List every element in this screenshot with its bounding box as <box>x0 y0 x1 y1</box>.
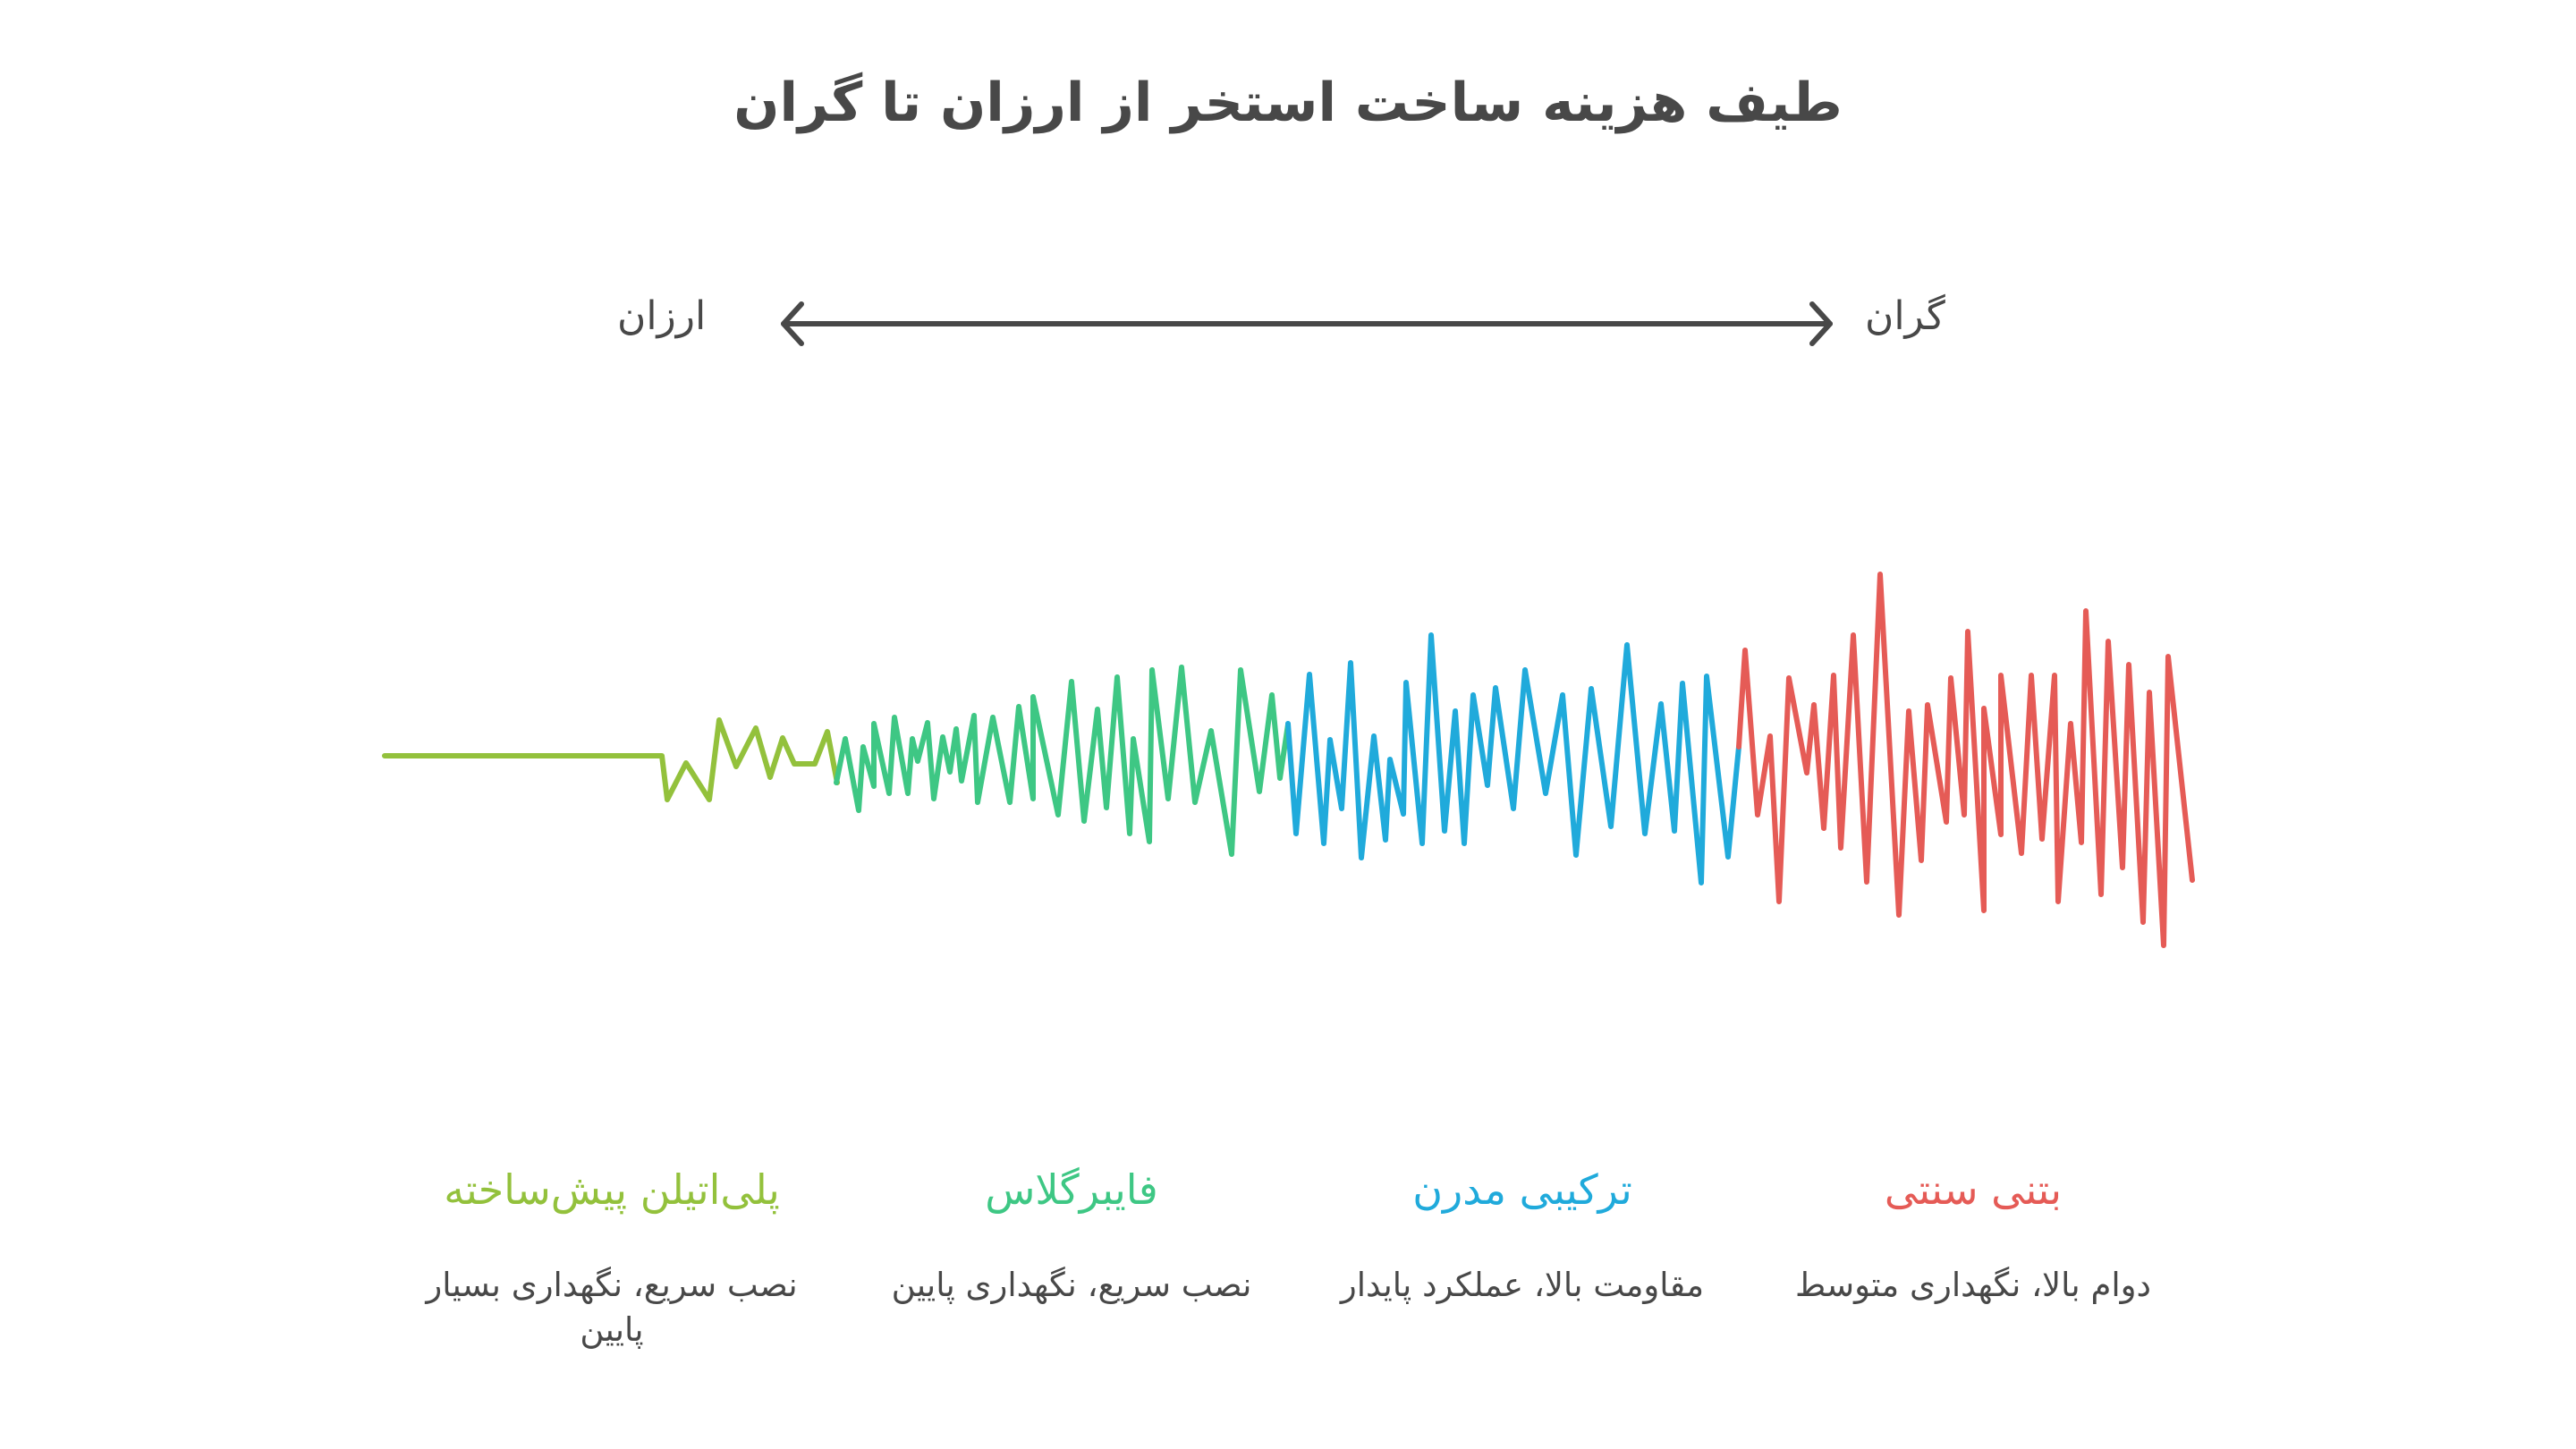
arrow-left-head-icon <box>781 301 804 346</box>
page-title: طیف هزینه ساخت استخر از ارزان تا گران <box>733 72 1843 134</box>
category-fiberglass: فایبرگلاس نصب سریع، نگهداری پایین <box>857 1163 1286 1308</box>
axis-label-cheap: ارزان <box>617 293 707 339</box>
category-composite: ترکیبی مدرن مقاومت بالا، عملکرد پایدار <box>1308 1163 1737 1308</box>
arrow-right-head-icon <box>1809 301 1833 346</box>
wave-segment-concrete <box>1736 572 2195 948</box>
category-polyethylene: پلی‌اتیلن پیش‌ساخته نصب سریع، نگهداری بس… <box>397 1163 826 1352</box>
wave-segment-fiberglass <box>834 665 1291 857</box>
category-name: فایبرگلاس <box>985 1165 1158 1214</box>
category-concrete: بتنی سنتی دوام بالا، نگهداری متوسط <box>1758 1163 2188 1308</box>
category-description: دوام بالا، نگهداری متوسط <box>1795 1266 2151 1304</box>
category-name: ترکیبی مدرن <box>1412 1165 1632 1214</box>
double-arrow-icon <box>781 301 1833 346</box>
wave-segment-polyethylene <box>382 717 840 802</box>
category-description: مقاومت بالا، عملکرد پایدار <box>1340 1266 1705 1304</box>
category-name: بتنی سنتی <box>1884 1165 2063 1214</box>
category-description: نصب سریع، نگهداری بسیار پایین <box>426 1266 798 1349</box>
category-name: پلی‌اتیلن پیش‌ساخته <box>444 1165 780 1214</box>
category-description: نصب سریع، نگهداری پایین <box>891 1266 1252 1304</box>
wave-segment-composite <box>1285 632 1741 886</box>
axis-label-expensive: گران <box>1865 293 1945 339</box>
